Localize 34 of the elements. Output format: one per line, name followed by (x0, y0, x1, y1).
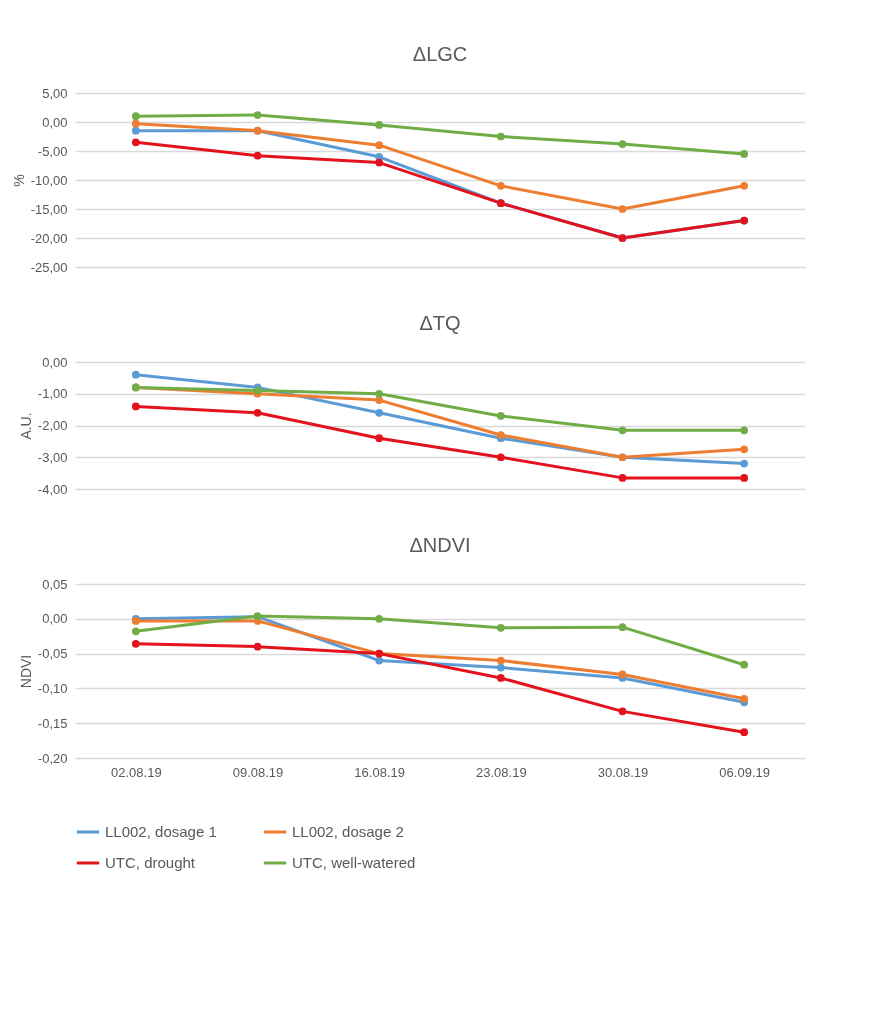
y-tick-label: -3,00 (37, 449, 68, 465)
y-axis-title: % (10, 174, 27, 187)
x-tick-label: 23.08.19 (476, 764, 527, 780)
x-tick-label: 02.08.19 (111, 764, 162, 780)
x-tick-label: 16.08.19 (354, 764, 405, 780)
y-tick-label: 0,00 (42, 611, 68, 627)
x-tick-label: 09.08.19 (232, 764, 284, 780)
y-tick-label: -0,05 (37, 646, 68, 662)
y-tick-label: -20,00 (30, 230, 68, 246)
y-axis-title: NDVI (17, 654, 34, 689)
chart-title: ΔNDVI (409, 534, 471, 556)
y-tick-label: -0,20 (37, 750, 68, 766)
y-tick-label: -10,00 (30, 172, 68, 188)
y-tick-label: 5,00 (42, 85, 68, 101)
y-tick-label: -0,15 (37, 715, 68, 731)
legend-label: LL002, dosage 2 (292, 823, 404, 840)
legend-label: LL002, dosage 1 (105, 823, 217, 840)
y-tick-label: -1,00 (37, 386, 68, 402)
chart-title: ΔLGC (412, 43, 468, 65)
y-tick-label: -25,00 (30, 259, 68, 275)
x-tick-label: 06.09.19 (719, 764, 770, 780)
y-tick-label: -5,00 (37, 143, 68, 159)
y-tick-label: -15,00 (30, 201, 68, 217)
y-tick-label: -0,10 (37, 680, 68, 696)
x-tick-label: 30.08.19 (597, 764, 649, 780)
y-axis-title: A.U. (17, 412, 34, 440)
y-tick-label: 0,00 (42, 114, 68, 130)
legend-label: UTC, drought (105, 854, 196, 871)
y-tick-label: -4,00 (37, 481, 68, 497)
y-tick-label: 0,00 (42, 354, 68, 370)
legend-label: UTC, well-watered (292, 854, 416, 871)
chart-title: ΔTQ (419, 312, 461, 334)
y-tick-label: -2,00 (37, 418, 68, 433)
y-tick-label: 0,05 (42, 576, 68, 592)
